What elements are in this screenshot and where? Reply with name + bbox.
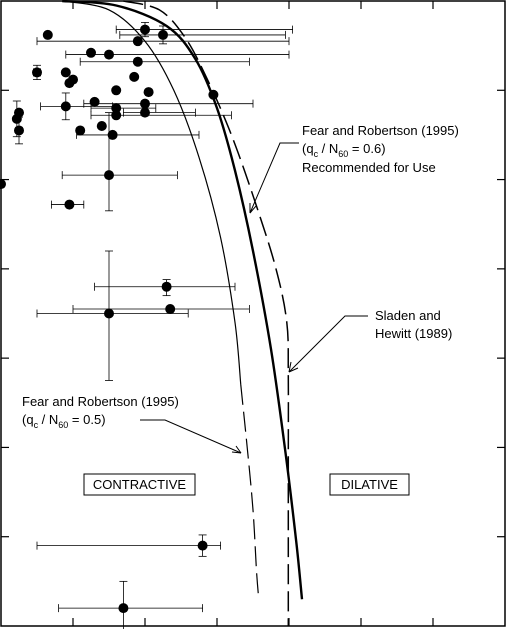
data-point (165, 304, 176, 315)
curve-3-dashed-extension (240, 384, 260, 600)
data-point (60, 67, 71, 78)
data-points (0, 24, 219, 614)
data-point (111, 103, 122, 114)
data-point (64, 199, 75, 210)
data-point (104, 308, 114, 319)
sh-label-line1: Sladen and (375, 308, 441, 323)
data-point (143, 87, 154, 98)
data-point (104, 170, 114, 181)
data-point (132, 56, 143, 67)
data-point (197, 540, 208, 551)
data-point (140, 24, 150, 35)
data-point (75, 125, 86, 136)
fr06-label-line1: Fear and Robertson (1995) (302, 123, 459, 138)
fr06-arrowhead (249, 203, 257, 214)
fr05-leader (140, 419, 242, 454)
fr05-label-line1: Fear and Robertson (1995) (22, 394, 179, 409)
fr05-label-line2: (qc / N60 = 0.5) (22, 412, 106, 430)
data-point (161, 281, 172, 292)
data-point (140, 98, 150, 109)
data-point (107, 129, 118, 140)
fr06-leader (249, 142, 299, 214)
data-point (132, 36, 143, 47)
contractive-box (83, 473, 196, 496)
data-point (0, 179, 6, 190)
data-point (104, 49, 114, 60)
curve-1 (62, 0, 304, 600)
data-point (111, 110, 122, 121)
data-point (14, 125, 24, 136)
data-point (140, 107, 150, 118)
fr06-label-line2: (qc / N60 = 0.6) (302, 141, 386, 159)
data-point (11, 113, 22, 124)
error-bars (12, 22, 294, 629)
contractive-label: CONTRACTIVE (93, 477, 187, 492)
data-point (32, 67, 42, 78)
data-point (111, 85, 122, 96)
data-point (89, 96, 100, 107)
fr06-label-line3: Recommended for Use (302, 160, 436, 175)
data-point (129, 71, 140, 82)
curve-3 (62, 0, 242, 385)
dilative-box (329, 473, 410, 496)
sh-leader (288, 315, 368, 373)
fr05-arrowhead (231, 445, 242, 454)
data-point (118, 603, 129, 614)
data-point (208, 89, 219, 100)
sh-label-line2: Hewitt (1989) (375, 326, 452, 341)
data-point (158, 29, 168, 40)
data-point (96, 121, 107, 131)
data-point (60, 101, 71, 112)
curves (62, 0, 304, 626)
annotation-arrows (140, 142, 368, 454)
data-point (86, 47, 96, 58)
data-point (42, 29, 53, 40)
sh-arrowhead (288, 361, 299, 373)
data-point (64, 78, 75, 89)
dilative-label: DILATIVE (341, 477, 398, 492)
curve-2 (123, 0, 290, 626)
